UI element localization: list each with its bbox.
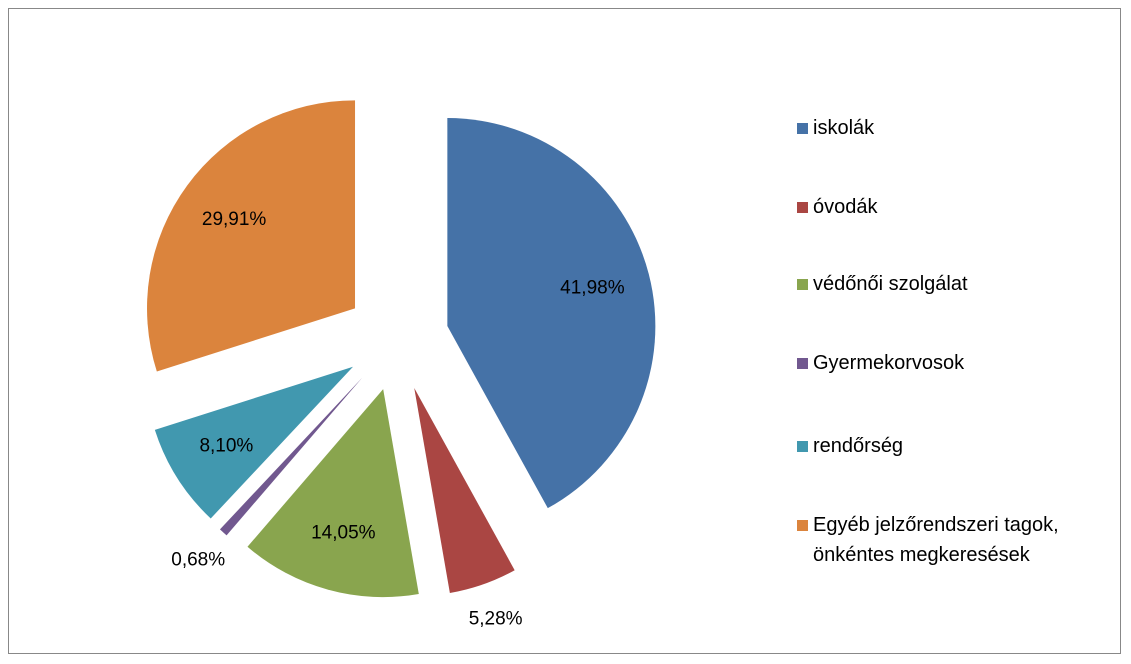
legend-label: óvodák (813, 196, 878, 218)
legend-item: védőnői szolgálat (797, 269, 1113, 299)
legend-label: Gyermekorvosok (813, 352, 965, 374)
legend-item: óvodák (797, 192, 1113, 222)
data-label: 41,98% (560, 278, 625, 299)
data-label: 29,91% (202, 209, 267, 230)
legend-swatch (797, 358, 808, 369)
legend-label: védőnői szolgálat (813, 273, 968, 295)
data-label: 14,05% (311, 523, 376, 544)
data-label: 5,28% (469, 609, 523, 630)
data-label: 8,10% (199, 436, 253, 457)
pie-slice (447, 118, 656, 509)
legend-label: iskolák (813, 117, 875, 139)
legend-item: Egyéb jelzőrendszeri tagok, önkéntes meg… (797, 510, 1113, 570)
pie-slice (219, 377, 363, 536)
legend-swatch (797, 123, 808, 134)
legend-swatch (797, 202, 808, 213)
pie-slice (247, 389, 419, 598)
legend-label: Egyéb jelzőrendszeri tagok, önkéntes meg… (813, 514, 1059, 566)
legend-swatch (797, 279, 808, 290)
legend-item: rendőrség (797, 431, 1113, 461)
pie-slice (414, 388, 515, 593)
legend-item: Gyermekorvosok (797, 348, 1113, 378)
legend-swatch (797, 441, 808, 452)
chart-frame (8, 8, 1121, 654)
legend-item: iskolák (797, 113, 1113, 143)
pie-slice (154, 366, 354, 519)
data-label: 0,68% (171, 549, 225, 570)
pie-slice (147, 100, 356, 372)
legend-swatch (797, 520, 808, 531)
legend-label: rendőrség (813, 435, 904, 457)
